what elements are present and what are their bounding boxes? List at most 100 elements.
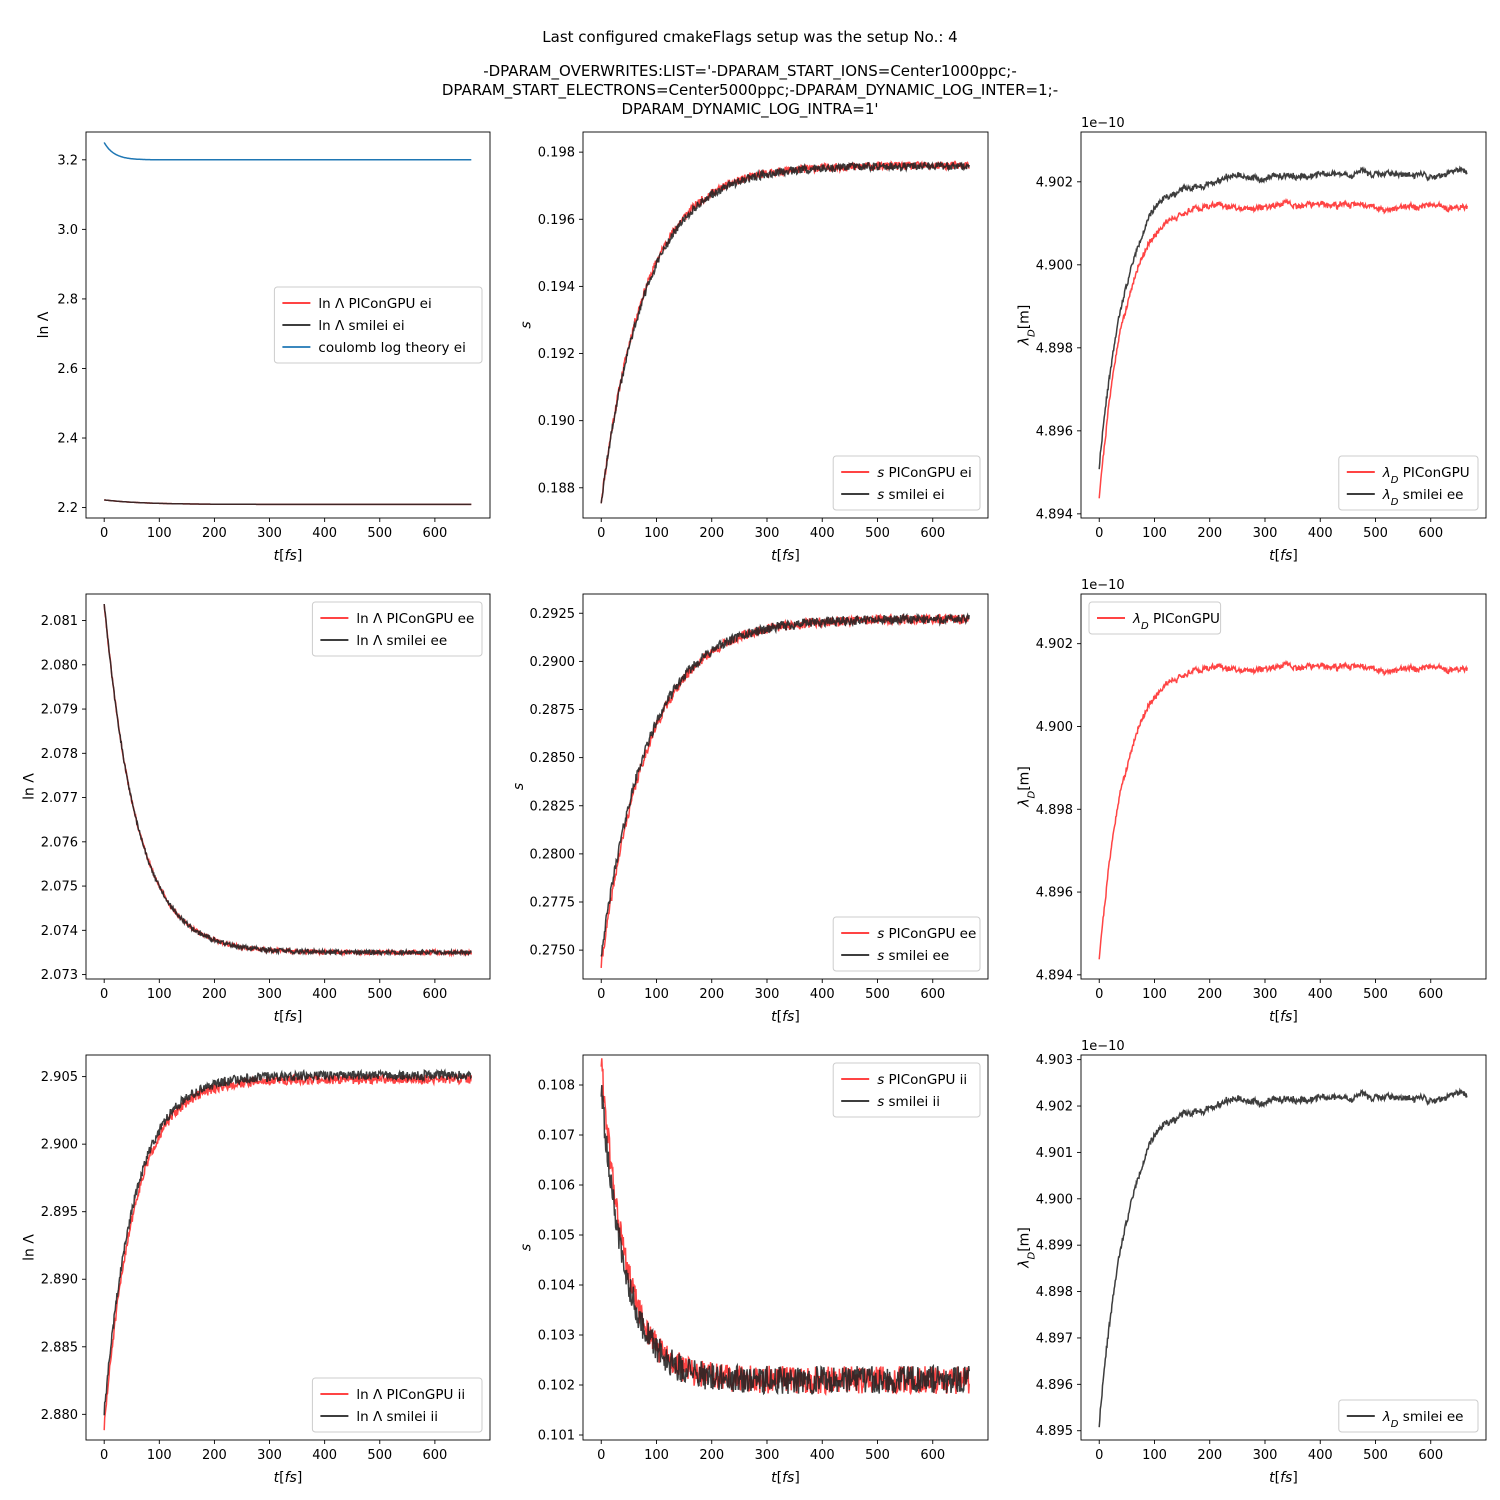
- x-tick-label: 0: [597, 987, 605, 1002]
- y-tick-label: 2.8: [57, 292, 78, 307]
- y-tick-label: 0.103: [538, 1329, 575, 1344]
- legend-label: ln Λ PIConGPU ei: [318, 296, 431, 312]
- y-tick-label: 4.898: [1036, 1285, 1073, 1300]
- legend-frame: [1088, 601, 1222, 635]
- x-tick-label: 400: [312, 526, 337, 541]
- axes-frame: [582, 593, 989, 980]
- x-axis-label: t[fs]: [771, 548, 800, 564]
- subplot-grid: 0 100 200 300 400 500 600 2.2 2.4 2.6 2.8 3.0 3.2 t[f…: [22, 116, 1487, 1486]
- y-tick-label: 2.6: [57, 362, 78, 377]
- x-tick-label: 300: [1253, 526, 1278, 541]
- x-tick-label: 500: [1363, 987, 1388, 1002]
- legend-frame: [832, 455, 981, 511]
- title-line: DPARAM_DYNAMIC_LOG_INTRA=1': [622, 100, 879, 119]
- x-tick-label: 300: [755, 526, 780, 541]
- y-tick-label: 2.4: [57, 432, 78, 447]
- axis-offset-label: 1e−10: [1081, 578, 1125, 593]
- series-line: [600, 160, 970, 504]
- legend: s PIConGPU ei s smilei ei: [832, 455, 981, 511]
- legend-label: s smilei ii: [877, 1094, 940, 1110]
- subplot-lnL_ei: 0 100 200 300 400 500 600 2.2 2.4 2.6 2.8 3.0 3.2 t[f…: [36, 131, 491, 564]
- legend: ln Λ PIConGPU ee ln Λ smilei ee: [311, 601, 483, 657]
- y-tick-label: 2.2: [57, 501, 78, 516]
- y-tick-label: 4.896: [1036, 1378, 1073, 1393]
- x-axis-label: t[fs]: [1269, 1009, 1298, 1025]
- y-tick-label: 4.899: [1036, 1239, 1073, 1254]
- x-tick-label: 500: [865, 1448, 890, 1463]
- legend-frame: [311, 601, 483, 657]
- y-tick-label: 2.074: [41, 924, 78, 939]
- plot-area: [103, 142, 472, 506]
- axes-frame: [85, 1054, 491, 1441]
- x-tick-label: 200: [699, 1448, 724, 1463]
- x-tick-label: 500: [865, 526, 890, 541]
- y-tick-label: 0.107: [538, 1129, 575, 1144]
- y-tick-label: 0.190: [538, 414, 575, 429]
- y-tick-label: 0.2825: [530, 799, 576, 814]
- title-line: DPARAM_START_ELECTRONS=Center5000ppc;-DP…: [442, 81, 1058, 100]
- y-tick-label: 2.895: [41, 1205, 78, 1220]
- y-tick-label: 0.108: [538, 1079, 575, 1094]
- legend-frame: [311, 1377, 483, 1433]
- x-axis-label: t[fs]: [1269, 1470, 1298, 1486]
- legend-label: λD smilei ee: [1382, 1409, 1464, 1430]
- x-tick-label: 0: [1095, 987, 1103, 1002]
- y-tick-label: 4.902: [1036, 637, 1073, 652]
- legend-label: λD PIConGPU: [1132, 611, 1220, 632]
- y-axis-label: λD[m]: [1017, 305, 1038, 347]
- x-tick-label: 500: [367, 987, 392, 1002]
- x-tick-label: 300: [755, 1448, 780, 1463]
- legend-label: ln Λ smilei ei: [318, 318, 404, 334]
- y-tick-label: 0.2900: [530, 655, 576, 670]
- y-tick-label: 2.075: [41, 880, 78, 895]
- x-tick-label: 300: [257, 526, 282, 541]
- y-tick-label: 2.077: [41, 791, 78, 806]
- y-axis-label: ln Λ: [22, 773, 38, 800]
- x-tick-label: 0: [1095, 526, 1103, 541]
- x-tick-label: 600: [422, 1448, 447, 1463]
- x-tick-label: 100: [147, 1448, 172, 1463]
- x-tick-label: 300: [257, 987, 282, 1002]
- y-axis-label: s: [519, 321, 535, 328]
- legend-frame: [1338, 455, 1479, 511]
- axes-frame: [582, 1054, 989, 1441]
- x-tick-label: 600: [422, 987, 447, 1002]
- y-tick-label: 2.900: [41, 1138, 78, 1153]
- plot-area: [600, 1058, 970, 1397]
- y-tick-label: 0.2925: [530, 607, 576, 622]
- legend-label: coulomb log theory ei: [318, 340, 465, 356]
- plot-area: [1098, 165, 1468, 499]
- series-line: [600, 612, 970, 957]
- subplot-s_ei: 0 100 200 300 400 500 600 0.188 0.190 0.192 0.194 0…: [519, 131, 989, 564]
- series-line: [1098, 165, 1468, 470]
- series-line: [600, 1085, 970, 1396]
- axes-frame: [85, 593, 491, 980]
- legend-frame: [832, 1062, 981, 1118]
- legend: λD smilei ee: [1338, 1399, 1479, 1433]
- subplot-s_ii: 0 100 200 300 400 500 600 0.101 0.102 0.103 0.104 0…: [519, 1054, 989, 1486]
- x-tick-label: 200: [699, 526, 724, 541]
- x-tick-label: 0: [100, 1448, 108, 1463]
- plot-area: [103, 1068, 473, 1431]
- plot-area: [600, 612, 970, 968]
- y-tick-label: 0.196: [538, 213, 575, 228]
- x-tick-label: 100: [644, 987, 669, 1002]
- y-tick-label: 4.898: [1036, 803, 1073, 818]
- legend-frame: [273, 286, 483, 364]
- subplot-s_ee: 0 100 200 300 400 500 600 0.2750 0.2775 0.2800 0.2…: [511, 593, 989, 1025]
- y-axis-label: s: [519, 1244, 535, 1251]
- series-line: [1098, 1087, 1468, 1428]
- x-axis-label: t[fs]: [274, 1009, 303, 1025]
- x-tick-label: 200: [1197, 1448, 1222, 1463]
- x-tick-label: 200: [202, 1448, 227, 1463]
- x-tick-label: 200: [699, 987, 724, 1002]
- y-tick-label: 2.079: [41, 703, 78, 718]
- x-axis-label: t[fs]: [771, 1009, 800, 1025]
- legend-label: ln Λ smilei ee: [356, 633, 447, 649]
- x-tick-label: 100: [644, 1448, 669, 1463]
- legend-frame: [1338, 1399, 1479, 1433]
- x-tick-label: 200: [1197, 987, 1222, 1002]
- x-tick-label: 500: [367, 1448, 392, 1463]
- y-tick-label: 0.2775: [530, 896, 576, 911]
- y-axis-label: ln Λ: [22, 1234, 38, 1261]
